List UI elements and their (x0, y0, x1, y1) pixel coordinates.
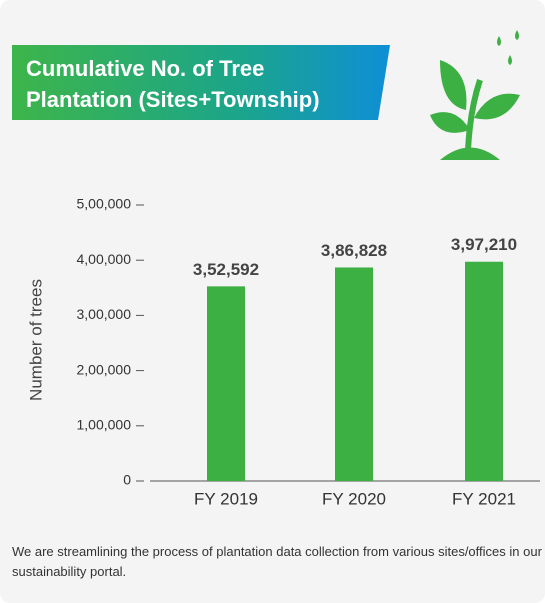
bar (465, 261, 503, 481)
y-tick-label: 5,00,000 (77, 196, 132, 212)
y-tick-label: 1,00,000 (77, 417, 132, 433)
value-label: 3,86,828 (321, 241, 387, 260)
title-banner (12, 45, 390, 120)
y-tick-label: 3,00,000 (77, 306, 132, 322)
chart-title: Plantation (Sites+Township) (26, 87, 320, 112)
chart: Cumulative No. of Tree Plantation (Sites… (12, 30, 540, 508)
x-tick-label: FY 2019 (194, 489, 258, 508)
plant-icon (430, 30, 520, 160)
y-tick-label: 2,00,000 (77, 361, 132, 377)
bar (207, 286, 245, 481)
value-label: 3,97,210 (451, 235, 517, 254)
x-tick-label: FY 2020 (322, 489, 386, 508)
x-tick-label: FY 2021 (452, 489, 516, 508)
y-axis-label: Number of trees (26, 279, 45, 401)
y-tick-label: 0 (123, 472, 131, 488)
footer-text: We are streamlining the process of plant… (12, 544, 542, 579)
chart-title: Cumulative No. of Tree (26, 56, 264, 81)
bar (335, 267, 373, 481)
value-label: 3,52,592 (193, 260, 259, 279)
y-tick-label: 4,00,000 (77, 251, 132, 267)
